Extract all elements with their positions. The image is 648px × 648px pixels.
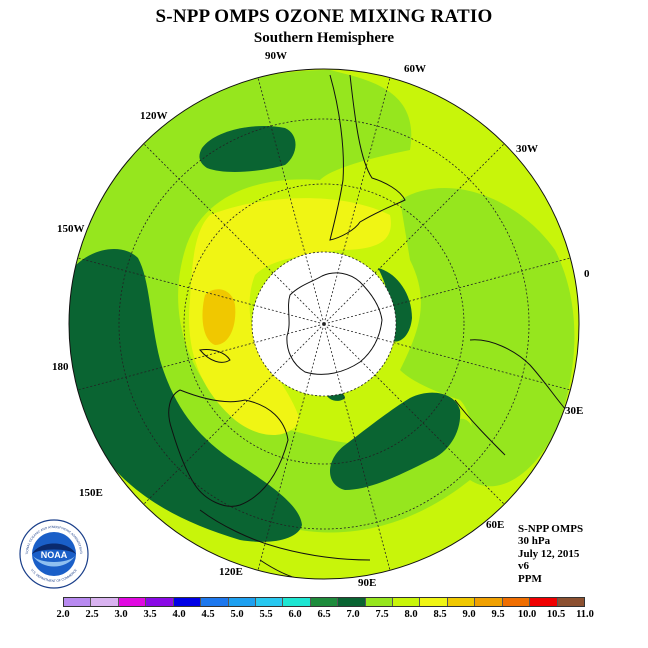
- coast-new-zealand: [199, 349, 231, 363]
- lat-circle-outer: [118, 118, 530, 530]
- colorbar-tick-label: 11.0: [576, 609, 594, 620]
- colorbar-tick-label: 7.5: [375, 609, 389, 620]
- colorbar-tick-label: 6.5: [317, 609, 331, 620]
- meridian-line: [323, 323, 509, 509]
- colorbar-tick-label: 3.5: [143, 609, 157, 620]
- colorbar-swatch: [64, 598, 92, 606]
- colorbar-tick-label: 10.0: [517, 609, 537, 620]
- colorbar-tick-label: 8.5: [433, 609, 447, 620]
- colorbar-tick-label: 4.0: [172, 609, 186, 620]
- colorbar-swatch: [228, 598, 256, 606]
- lon-label-120w: 120W: [140, 110, 168, 122]
- contour-9.0-peak: [202, 289, 236, 345]
- colorbar-tick-label: 5.0: [230, 609, 244, 620]
- logo-text: NOAA: [41, 550, 68, 560]
- colorbar-swatch: [338, 598, 366, 606]
- low-region-north: [199, 126, 296, 172]
- meridian-line: [323, 323, 576, 392]
- meridian-line: [323, 256, 576, 325]
- colorbar-tick-label: 4.5: [201, 609, 215, 620]
- map-subtitle: Southern Hemisphere: [253, 30, 395, 46]
- meridian-line: [139, 323, 325, 509]
- logo-bird: [32, 543, 76, 554]
- lon-label-150w: 150W: [57, 223, 85, 235]
- meridian-line: [323, 139, 509, 325]
- contour-7.5-east: [400, 188, 575, 487]
- coastlines: [168, 74, 576, 579]
- coast-australia: [168, 389, 289, 507]
- colorbar-tick-label: 9.0: [462, 609, 476, 620]
- logo-wave: [33, 556, 75, 567]
- lon-label-180: 180: [52, 361, 69, 373]
- lon-label-30e: 30E: [565, 405, 584, 417]
- meridian-line: [323, 323, 392, 576]
- colorbar-swatch: [91, 598, 119, 606]
- colorbar-tick-label: 6.0: [288, 609, 302, 620]
- lon-label-0: 0: [584, 268, 590, 280]
- colorbar-swatch: [255, 598, 284, 606]
- colorbar-swatch: [146, 598, 174, 606]
- coast-antarctica: [286, 272, 383, 375]
- low-region-west: [69, 249, 302, 542]
- colorbar-swatch: [475, 598, 503, 606]
- ozone-field: [69, 69, 579, 579]
- colorbar-swatch: [530, 598, 558, 606]
- coast-south-america: [329, 74, 406, 241]
- lat-circle-inner: [251, 251, 397, 397]
- colorbar-tick-label: 7.0: [346, 609, 360, 620]
- meridian-line: [72, 256, 325, 325]
- colorbar-tick-label: 8.0: [404, 609, 418, 620]
- graticule: [72, 72, 576, 576]
- info-version: v6: [518, 560, 529, 573]
- lon-label-120e: 120E: [219, 566, 243, 578]
- colorbar-ticks: 2.0 2.5 3.0 3.5 4.0 4.5 5.0 5.5 6.0 6.5 7.0 7.5 8.0 8…: [56, 609, 593, 623]
- colorbar-swatch: [173, 598, 202, 606]
- colorbar-swatch: [420, 598, 448, 606]
- meridian-line: [256, 323, 325, 576]
- colorbar-tick-label: 5.5: [259, 609, 273, 620]
- map-border: [68, 68, 580, 580]
- info-date: July 12, 2015: [518, 547, 580, 560]
- coast-asia: [199, 509, 371, 579]
- info-units: PPM: [518, 572, 542, 585]
- colorbar-swatch: [365, 598, 394, 606]
- colorbar-swatch: [310, 598, 339, 606]
- lon-label-90e: 90E: [358, 577, 377, 589]
- colorbar-tick-label: 2.0: [56, 609, 70, 620]
- colorbar-swatch: [557, 598, 585, 606]
- info-instrument: S-NPP OMPS: [518, 523, 584, 535]
- lat-circle-mid: [183, 183, 465, 465]
- meridian-line: [323, 72, 392, 325]
- colorbar-swatch: [393, 598, 421, 606]
- meridian-line: [139, 139, 325, 325]
- meridian-line: [256, 72, 325, 325]
- meridian-line: [72, 323, 325, 392]
- noaa-logo: NOAA NATIONAL OCEANIC AND ATMOSPHERIC AD…: [18, 518, 89, 589]
- meridians: [72, 72, 576, 576]
- colorbar-tick-label: 10.5: [546, 609, 566, 620]
- lon-label-60e: 60E: [486, 519, 505, 531]
- colorbar-swatch: [447, 598, 476, 606]
- logo-disk: [32, 532, 76, 576]
- info-block: S-NPP OMPS 30 hPa July 12, 2015 v6 PPM: [518, 523, 583, 585]
- colorbar-swatch: [118, 598, 147, 606]
- colorbar-swatch: [201, 598, 229, 606]
- low-region-south: [330, 392, 461, 490]
- colorbar: [63, 597, 585, 607]
- lon-label-60w: 60W: [404, 63, 426, 75]
- lon-label-30w: 30W: [516, 143, 538, 155]
- contour-8.5: [189, 198, 391, 435]
- colorbar-tick-label: 2.5: [85, 609, 99, 620]
- colorbar-swatch: [283, 598, 311, 606]
- lon-label-90w: 90W: [265, 50, 287, 62]
- map-title: S-NPP OMPS OZONE MIXING RATIO: [155, 6, 493, 27]
- colorbar-tick-label: 9.5: [491, 609, 505, 620]
- colorbar-swatch: [502, 598, 531, 606]
- colorbar-tick-label: 3.0: [114, 609, 128, 620]
- coast-africa: [454, 339, 576, 456]
- info-level: 30 hPa: [518, 535, 551, 548]
- lon-label-150e: 150E: [79, 487, 103, 499]
